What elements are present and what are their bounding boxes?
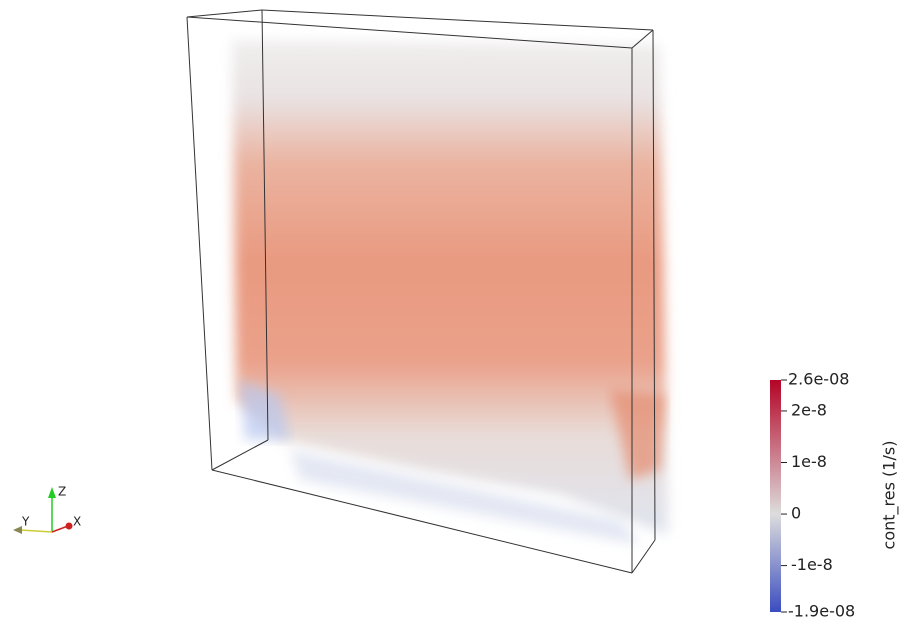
colorbar: -1.9e-08 2.6e-08 2e-8 1e-8 0 -1e-8 [770, 370, 855, 621]
axis-label: Z [58, 485, 66, 499]
colorbar-gradient [770, 380, 781, 612]
axis-label: X [73, 515, 81, 529]
tick-label: -1.9e-08 [788, 602, 855, 621]
axis-label: Y [21, 515, 30, 529]
tick-label: 2.6e-08 [788, 370, 849, 389]
tick-label: 1e-8 [791, 452, 827, 471]
tick-label: 2e-8 [791, 400, 827, 419]
tick-label: -1e-8 [791, 555, 833, 574]
colorbar-title: cont_res (1/s) [880, 441, 900, 550]
bounding-box [186, 9, 656, 574]
particle-cloud [232, 40, 668, 545]
axes-triad: Z Y X [13, 485, 81, 534]
tick-label: 0 [791, 504, 801, 523]
